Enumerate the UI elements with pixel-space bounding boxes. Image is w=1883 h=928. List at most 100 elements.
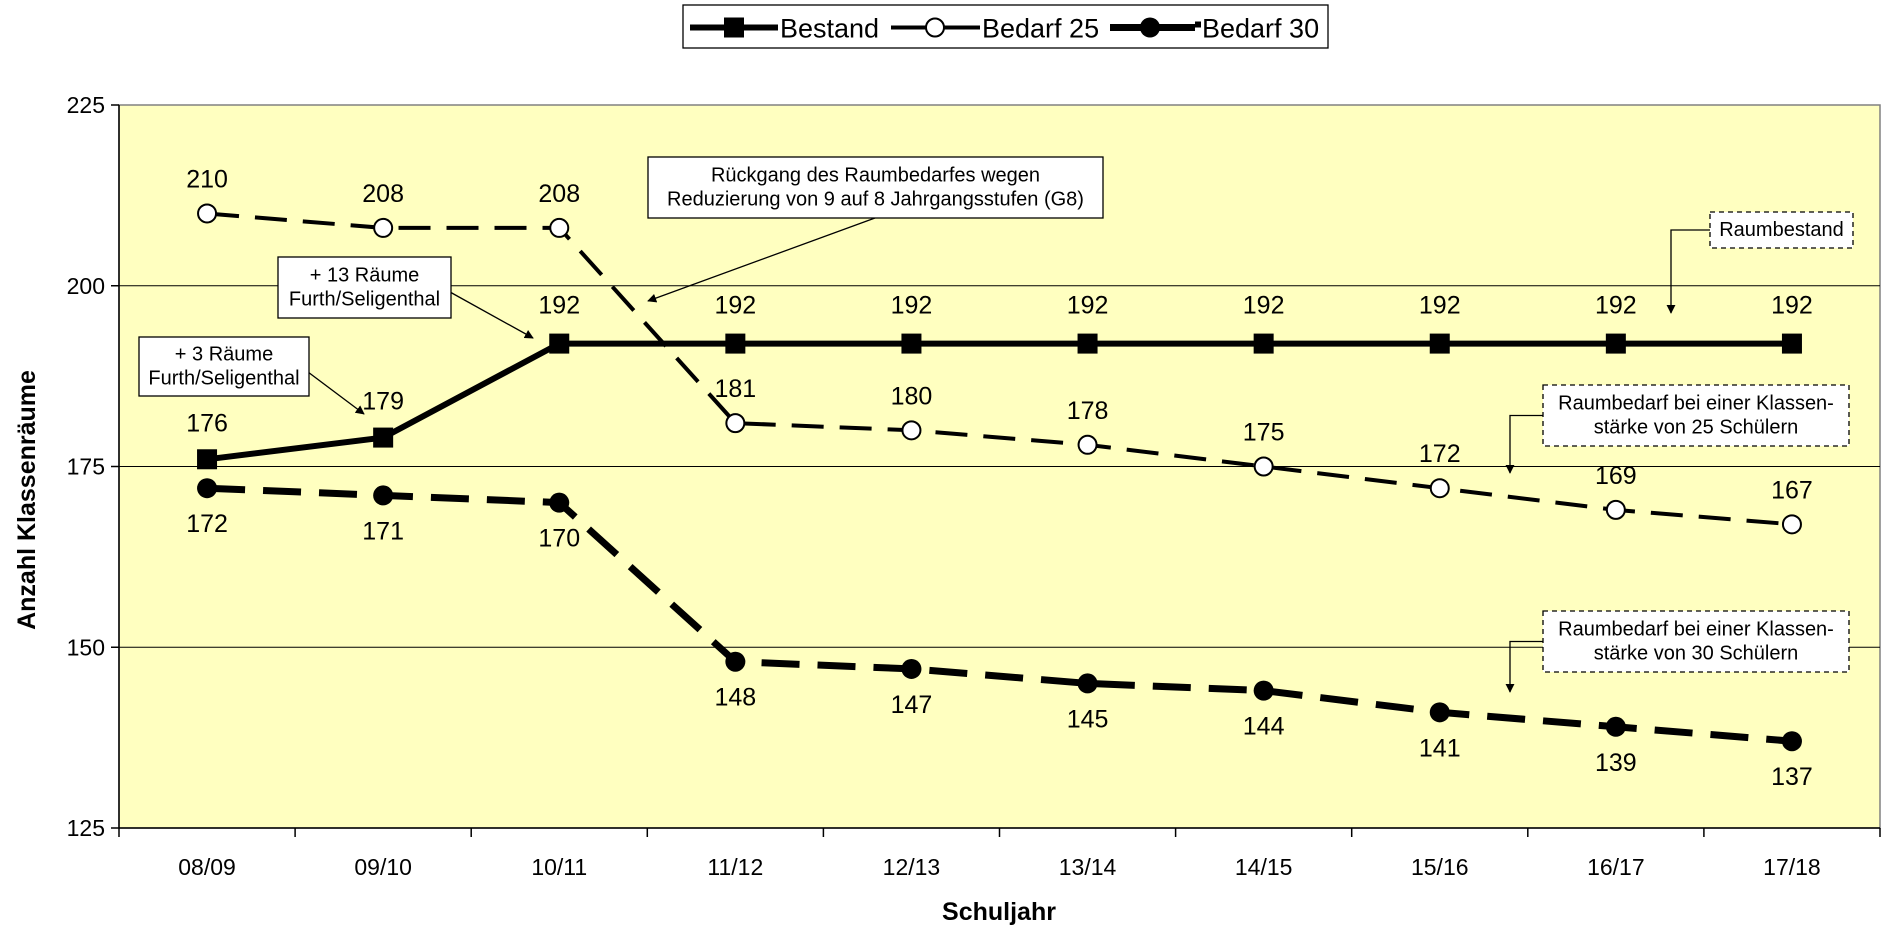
data-label: 139 — [1595, 749, 1637, 777]
data-point-1 — [1429, 333, 1450, 354]
annotation-text: Furth/Seligenthal — [289, 289, 440, 311]
x-tick-label: 16/17 — [1587, 854, 1645, 880]
data-point-1 — [725, 333, 746, 354]
y-tick-label: 175 — [67, 454, 105, 480]
x-tick-label: 08/09 — [178, 854, 236, 880]
x-tick-label: 11/12 — [707, 854, 763, 880]
x-tick-label: 09/10 — [354, 854, 412, 880]
data-labels: 176 179 192 192 192 192 192 192 192 192 210 208 208 1… — [186, 165, 1813, 791]
data-label: 148 — [714, 684, 756, 712]
data-point-1 — [1253, 333, 1274, 354]
data-label: 210 — [186, 165, 228, 193]
data-point-2 — [1429, 478, 1450, 499]
x-tick-label: 10/11 — [531, 854, 587, 880]
annotation-box — [138, 336, 310, 397]
data-point-1 — [373, 427, 394, 448]
y-tick-label: 200 — [67, 273, 105, 299]
x-tick-label: 17/18 — [1763, 854, 1821, 880]
legend-item: Bedarf 25 — [891, 14, 1099, 44]
annotation-text: stärke von 25 Schülern — [1594, 417, 1799, 439]
y-tick-label: 125 — [67, 815, 105, 841]
data-point-2 — [1077, 434, 1098, 455]
annotation-text: stärke von 30 Schülern — [1594, 643, 1799, 665]
annotation-arrow — [1505, 414, 1543, 474]
data-label: 208 — [362, 180, 404, 208]
data-label: 170 — [538, 525, 580, 553]
x-tick-label: 13/14 — [1059, 854, 1117, 880]
data-label: 144 — [1243, 713, 1285, 741]
annotation-text: Raumbedarf bei einer Klassen- — [1558, 393, 1834, 415]
data-label: 179 — [362, 388, 404, 416]
data-point-1 — [197, 449, 218, 470]
data-point-1 — [901, 333, 922, 354]
legend-marker — [1140, 17, 1160, 38]
data-point-1 — [1605, 333, 1626, 354]
data-point-3 — [901, 658, 922, 679]
data-point-2 — [373, 217, 394, 238]
data-point-3 — [1253, 680, 1274, 701]
annotation-text: + 3 Räume — [175, 344, 273, 366]
legend-marker — [724, 17, 744, 38]
data-label: 176 — [186, 409, 228, 437]
data-label: 192 — [1419, 292, 1461, 320]
annotation-text: Raumbestand — [1719, 219, 1844, 241]
data-label: 192 — [714, 292, 756, 320]
data-label: 192 — [1771, 292, 1813, 320]
annotation-arrow — [1666, 229, 1710, 314]
annotation-arrow — [449, 291, 534, 339]
data-label: 169 — [1595, 462, 1637, 490]
data-point-3 — [725, 651, 746, 672]
annotation-arrow — [1505, 640, 1543, 693]
data-label: 192 — [1067, 292, 1109, 320]
data-point-1 — [1781, 333, 1802, 354]
annotation-box — [1709, 211, 1854, 249]
annotation-text: Rückgang des Raumbedarfes wegen — [711, 165, 1040, 187]
data-label: 172 — [1419, 440, 1461, 468]
data-point-3 — [549, 492, 570, 513]
legend: Bestand Bedarf 25 Bedarf 30 — [682, 4, 1329, 49]
data-label: 137 — [1771, 763, 1813, 791]
data-label: 172 — [186, 510, 228, 538]
series-line-3 — [206, 484, 1793, 745]
data-point-3 — [1605, 716, 1626, 737]
data-label: 180 — [891, 382, 933, 410]
data-point-2 — [901, 420, 922, 441]
legend-mark — [1195, 21, 1201, 28]
data-label: 192 — [891, 292, 933, 320]
data-point-2 — [725, 413, 746, 434]
legend-item: Bestand — [690, 14, 879, 44]
legend-label: Bedarf 25 — [982, 14, 1099, 44]
data-label: 171 — [362, 517, 404, 545]
annotation-text: Furth/Seligenthal — [148, 368, 299, 390]
annotation-text: Raumbedarf bei einer Klassen- — [1558, 619, 1834, 641]
data-point-3 — [1781, 731, 1802, 752]
annotation-text: Reduzierung von 9 auf 8 Jahrgangsstufen … — [667, 189, 1084, 211]
annotation-box — [1542, 610, 1850, 673]
data-point-2 — [197, 203, 218, 224]
y-axis-title: Anzahl Klassenräume — [13, 370, 41, 630]
series-line-1 — [206, 340, 1792, 463]
axes: Schuljahr Anzahl Klassenräume 125 150 175 2… — [13, 92, 1881, 926]
annotation-box — [277, 256, 452, 319]
legend-label: Bedarf 30 — [1202, 14, 1319, 44]
data-point-2 — [1781, 514, 1802, 535]
data-label: 192 — [1243, 292, 1285, 320]
data-label: 167 — [1771, 476, 1813, 504]
x-axis-title: Schuljahr — [942, 898, 1056, 926]
legend-item: Bedarf 30 — [1110, 14, 1319, 44]
data-point-2 — [549, 217, 570, 238]
data-point-1 — [1077, 333, 1098, 354]
note-rueckgang: Rückgang des Raumbedarfes wegenReduzieru… — [647, 156, 1104, 303]
annotation-text: + 13 Räume — [310, 265, 420, 287]
data-label: 181 — [714, 375, 756, 403]
data-label: 192 — [538, 292, 580, 320]
note-bedarf-30: Raumbedarf bei einer Klassen-stärke von … — [1505, 610, 1850, 693]
annotation-arrow — [307, 371, 365, 415]
annotation-box — [647, 156, 1104, 219]
data-label: 141 — [1419, 734, 1461, 762]
data-point-3 — [1077, 673, 1098, 694]
data-point-3 — [1429, 702, 1450, 723]
